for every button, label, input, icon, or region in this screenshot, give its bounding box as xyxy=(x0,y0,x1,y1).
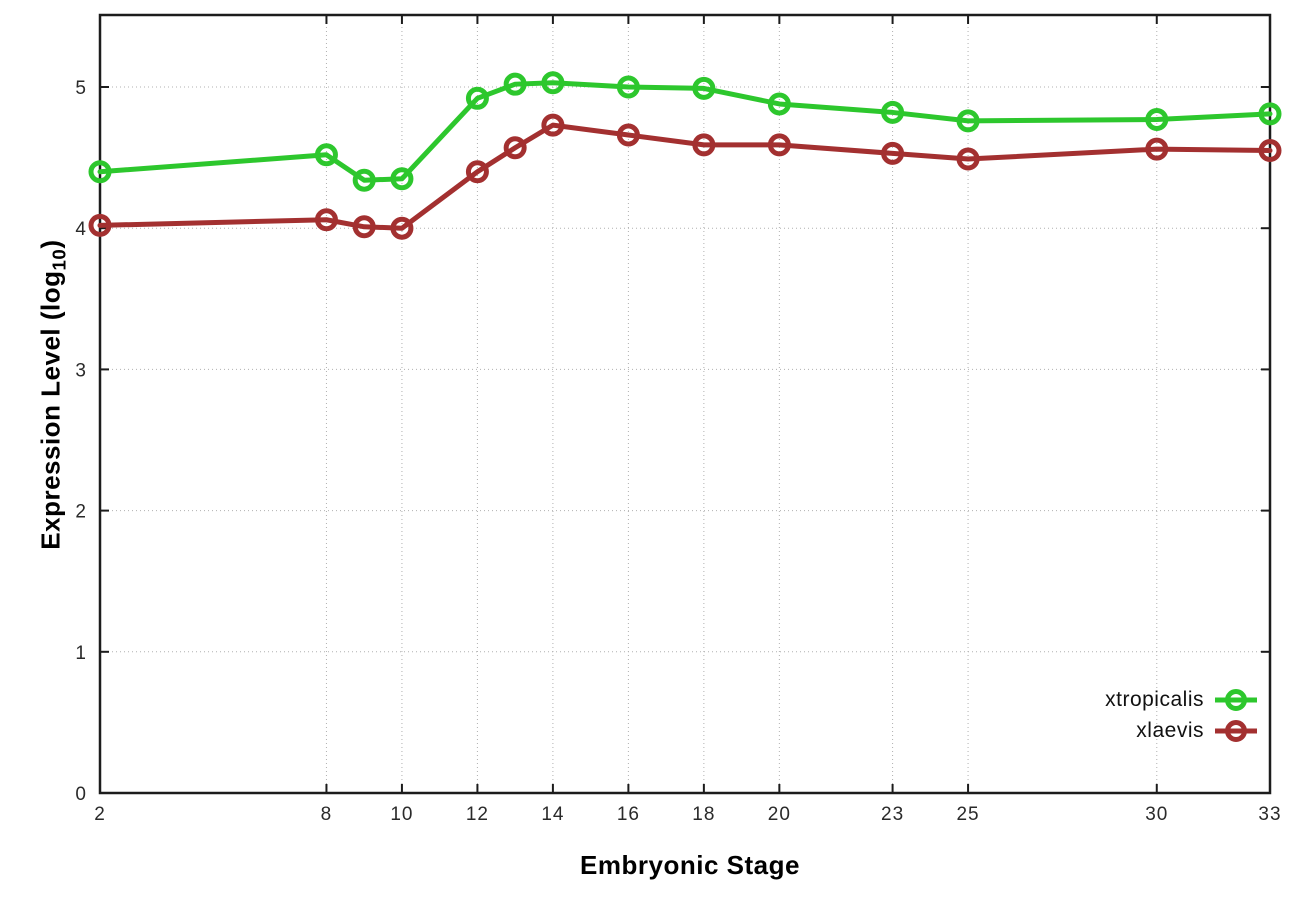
x-tick-label: 2 xyxy=(94,804,106,825)
legend-row-xlaevis: xlaevis xyxy=(1136,715,1258,746)
series-line-xtropicalis xyxy=(97,80,1273,183)
data-point-xlaevis xyxy=(352,215,376,239)
data-point-xlaevis xyxy=(465,160,489,184)
data-point-xlaevis xyxy=(1145,137,1169,161)
data-point-xtropicalis xyxy=(390,167,414,191)
legend-marker-xlaevis-icon xyxy=(1215,719,1257,742)
x-tick-label: 30 xyxy=(1145,804,1168,825)
x-tick-label: 20 xyxy=(768,804,791,825)
x-tick-label: 23 xyxy=(881,804,904,825)
data-point-xtropicalis xyxy=(88,160,112,184)
data-point-xtropicalis xyxy=(352,168,376,192)
y-tick-label: 4 xyxy=(75,219,87,240)
x-tick-label: 33 xyxy=(1258,804,1281,825)
y-tick-label: 3 xyxy=(75,360,87,381)
y-axis-label-text-pre: Expression Level (log xyxy=(35,270,66,550)
y-tick-label: 1 xyxy=(75,643,87,664)
data-point-xlaevis xyxy=(881,141,905,165)
data-point-xlaevis xyxy=(767,133,791,157)
series-line-xlaevis xyxy=(97,122,1273,231)
y-tick-label: 0 xyxy=(75,784,87,805)
data-point-xtropicalis xyxy=(503,72,527,96)
legend-row-xtropicalis: xtropicalis xyxy=(1105,684,1258,715)
data-point-xlaevis xyxy=(956,147,980,171)
x-tick-label: 14 xyxy=(541,804,564,825)
data-point-xtropicalis xyxy=(1145,107,1169,131)
data-point-xtropicalis xyxy=(616,75,640,99)
y-axis-label-subscript: 10 xyxy=(48,248,70,271)
data-point-xtropicalis xyxy=(956,109,980,133)
data-point-xlaevis xyxy=(503,136,527,160)
y-tick-label: 5 xyxy=(75,78,87,99)
data-point-xlaevis xyxy=(541,113,565,137)
data-point-xlaevis xyxy=(314,208,338,232)
legend-marker-xtropicalis-icon xyxy=(1215,688,1257,711)
data-point-xtropicalis xyxy=(541,71,565,95)
legend-label-xtropicalis: xtropicalis xyxy=(1105,687,1204,711)
data-point-xlaevis xyxy=(1258,139,1282,163)
data-point-xlaevis xyxy=(616,123,640,147)
x-tick-label: 18 xyxy=(692,804,715,825)
x-tick-label: 10 xyxy=(390,804,413,825)
legend: xtropicalis xlaevis xyxy=(1105,684,1258,746)
data-point-xtropicalis xyxy=(465,86,489,110)
plot-border xyxy=(98,13,1272,795)
x-axis-label-text: Embryonic Stage xyxy=(580,850,800,880)
data-point-xlaevis xyxy=(390,216,414,240)
x-tick-label: 25 xyxy=(956,804,979,825)
data-point-xlaevis xyxy=(692,133,716,157)
y-axis-label-text-post: ) xyxy=(35,239,66,249)
data-point-xtropicalis xyxy=(314,143,338,167)
data-point-xtropicalis xyxy=(1258,102,1282,126)
data-point-xtropicalis xyxy=(767,92,791,116)
x-tick-label: 12 xyxy=(466,804,489,825)
data-point-xlaevis xyxy=(88,213,112,237)
legend-label-xlaevis: xlaevis xyxy=(1136,718,1204,742)
x-tick-label: 16 xyxy=(617,804,640,825)
data-point-xtropicalis xyxy=(692,76,716,100)
x-axis-label: Embryonic Stage xyxy=(0,850,1296,881)
y-axis-label: Expression Level (log10) xyxy=(35,165,70,625)
data-point-xtropicalis xyxy=(881,100,905,124)
y-tick-label: 2 xyxy=(75,502,87,523)
x-tick-label: 8 xyxy=(321,804,333,825)
